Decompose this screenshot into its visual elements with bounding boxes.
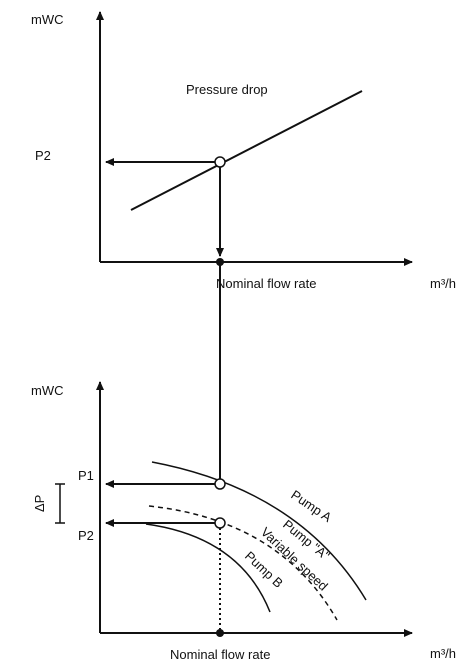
- delta-p-label: ΔP: [32, 495, 47, 512]
- p2-label: P2: [78, 528, 94, 543]
- top-chart: mWC m³/h Pressure drop P2 Nominal flow r…: [31, 11, 456, 291]
- p1-operating-point: [214, 478, 226, 490]
- pump-a-curve: [151, 461, 367, 601]
- pump-a-label: Pump A: [288, 487, 334, 525]
- bottom-x-unit-label: m³/h: [430, 646, 456, 661]
- bottom-y-unit-label: mWC: [31, 383, 64, 398]
- top-y-unit-label: mWC: [31, 12, 64, 27]
- p2-operating-point: [214, 517, 226, 529]
- pressure-drop-curve: [130, 90, 363, 211]
- bottom-flow-point: [216, 629, 224, 637]
- p1-label: P1: [78, 468, 94, 483]
- top-x-unit-label: m³/h: [430, 276, 456, 291]
- pump-b-curve: [145, 523, 271, 613]
- top-nominal-flow-label: Nominal flow rate: [216, 276, 316, 291]
- top-p2-label: P2: [35, 148, 51, 163]
- bottom-chart: mWC m³/h Pump A Pump "A" Variable speed …: [31, 381, 456, 662]
- pressure-drop-label: Pressure drop: [186, 82, 268, 97]
- bottom-nominal-flow-label: Nominal flow rate: [170, 647, 270, 662]
- pump-a-variable-speed-curve: [148, 505, 338, 621]
- top-operating-point: [214, 156, 226, 168]
- delta-p-bracket: [55, 483, 65, 524]
